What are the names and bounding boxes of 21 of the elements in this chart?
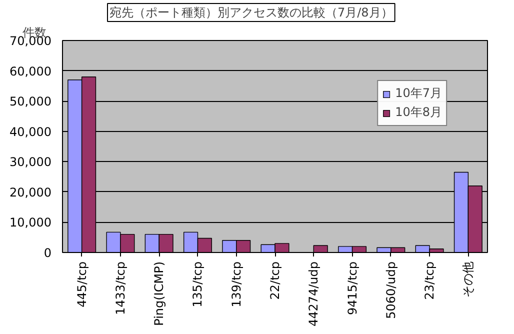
- y-tick-label: 10,000: [10, 216, 52, 230]
- chart-title: 宛先（ポート種類）別アクセス数の比較（7月/8月）: [110, 6, 393, 20]
- legend-label: 10年7月: [395, 85, 442, 102]
- x-tick-label: 44274/udp: [306, 261, 321, 327]
- x-tick-label: Ping(ICMP): [152, 261, 166, 326]
- x-tick-label: その他: [461, 262, 476, 298]
- x-tick-label: 9415/tcp: [345, 261, 360, 315]
- legend-label: 10年8月: [395, 104, 442, 121]
- y-tick-label: 30,000: [10, 155, 52, 170]
- x-tick-label: 23/tcp: [422, 262, 437, 300]
- y-tick-label: 0: [44, 246, 52, 260]
- x-tick-label: 135/tcp: [190, 261, 205, 308]
- x-tick-label: 1433/tcp: [113, 261, 128, 315]
- x-tick-label: 5060/udp: [384, 262, 398, 319]
- y-tick-label: 60,000: [10, 64, 52, 78]
- y-tick-label: 20,000: [10, 185, 52, 200]
- x-tick-label: 139/tcp: [229, 261, 244, 308]
- y-tick-label: 50,000: [10, 94, 52, 109]
- y-tick-label: 40,000: [10, 124, 52, 139]
- x-tick-label: 22/tcp: [268, 262, 282, 300]
- x-tick-label: 445/tcp: [74, 261, 89, 308]
